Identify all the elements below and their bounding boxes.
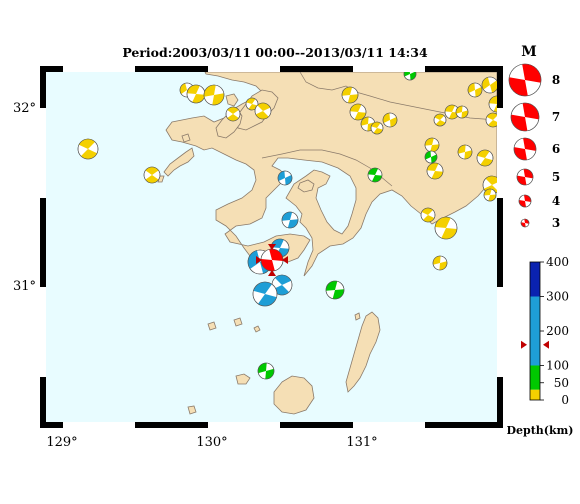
earthquake-20 — [488, 95, 497, 113]
earthquake-9 — [403, 72, 417, 81]
earthquake-5 — [245, 97, 259, 111]
tanegashima — [345, 311, 381, 393]
depth-tick-100: 100 — [546, 359, 569, 373]
earthquake-11 — [349, 103, 367, 121]
magnitude-legend-label-8: 8 — [552, 73, 560, 87]
lat-label-32: 32° — [13, 101, 36, 116]
earthquake-28 — [483, 188, 497, 202]
magnitude-legend-label-7: 7 — [552, 110, 560, 124]
earthquake-32 — [420, 207, 436, 223]
kuroshima — [207, 321, 217, 331]
magnitude-legend-ball-4 — [518, 194, 532, 208]
magnitude-legend-ball-6 — [513, 137, 537, 161]
lon-label-131: 131° — [346, 435, 377, 450]
sakurajima — [297, 179, 315, 193]
magnitude-legend-ball-5 — [516, 168, 534, 186]
earthquake-2 — [186, 84, 206, 104]
earthquake-30 — [277, 170, 293, 186]
yakushima — [273, 375, 315, 415]
depth-band-0 — [530, 389, 540, 400]
depth-tick-0: 0 — [561, 393, 569, 407]
depth-tick-400: 400 — [546, 255, 569, 269]
iwojima — [233, 317, 243, 327]
magnitude-legend: 8 7 6 5 4 3 — [508, 63, 560, 230]
main-event-markers — [256, 244, 288, 276]
earthquake-26 — [476, 149, 494, 167]
earthquake-34 — [432, 255, 448, 271]
earthquake-22 — [424, 137, 440, 153]
lon-label-130: 130° — [196, 435, 227, 450]
depth-legend-title: Depth(km) — [507, 424, 574, 437]
magnitude-legend-header: M — [521, 44, 537, 60]
magnitude-legend-ball-8 — [508, 63, 542, 97]
earthquake-4 — [225, 106, 241, 122]
earthquake-14 — [382, 112, 398, 128]
earthquake-25 — [457, 144, 473, 160]
depth-indicator-right — [543, 340, 549, 349]
earthquake-6 — [254, 102, 272, 120]
earthquake-13 — [370, 121, 384, 135]
magnitude-legend-label-4: 4 — [552, 194, 560, 208]
koshiki-island — [163, 147, 195, 177]
earthquake-23 — [424, 150, 438, 164]
magnitude-legend-ball-7 — [510, 102, 540, 132]
earthquake-24 — [426, 162, 444, 180]
depth-tick-labels: 400 300 200 100 50 0 — [540, 255, 569, 407]
map-title: Period:2003/03/11 00:00--2013/03/11 14:3… — [122, 45, 428, 60]
earthquake-10 — [341, 86, 359, 104]
depth-band-3 — [530, 262, 540, 297]
earthquake-symbols — [77, 72, 497, 380]
magnitude-legend-label-5: 5 — [552, 170, 560, 184]
magnitude-legend-label-6: 6 — [552, 142, 560, 156]
depth-band-1 — [530, 365, 540, 390]
nagashima-island — [225, 93, 239, 107]
earthquake-17 — [455, 105, 469, 119]
earthquake-3 — [203, 84, 225, 106]
depth-band-2 — [530, 296, 540, 366]
depth-colorbar — [521, 261, 549, 401]
earthquake-29 — [367, 167, 383, 183]
kuchinoshima-islet — [187, 405, 197, 415]
takeshima-islet — [253, 325, 261, 333]
earthquake-8 — [143, 166, 161, 184]
earthquake-15 — [433, 113, 447, 127]
lon-label-129: 129° — [46, 435, 77, 450]
depth-indicator-left — [521, 340, 527, 349]
earthquake-31 — [281, 211, 299, 229]
earthquake-39 — [325, 280, 345, 300]
main-earthquake — [260, 248, 284, 272]
earthquake-33 — [434, 216, 458, 240]
earthquake-21 — [485, 112, 497, 128]
magnitude-legend-label-3: 3 — [552, 216, 560, 230]
magnitude-legend-ball-3 — [520, 218, 530, 228]
kuchinoerabu-island — [235, 373, 251, 385]
mageshima — [354, 312, 361, 321]
depth-tick-200: 200 — [546, 324, 569, 338]
lat-label-31: 31° — [13, 279, 36, 294]
earthquake-19 — [481, 76, 497, 94]
kuroshima-islet — [181, 133, 191, 143]
depth-tick-50: 50 — [554, 376, 569, 390]
earthquake-18 — [467, 82, 483, 98]
earthquake-38 — [252, 281, 278, 307]
earthquake-7 — [77, 138, 99, 160]
depth-tick-300: 300 — [546, 290, 569, 304]
earthquake-40 — [257, 362, 275, 380]
